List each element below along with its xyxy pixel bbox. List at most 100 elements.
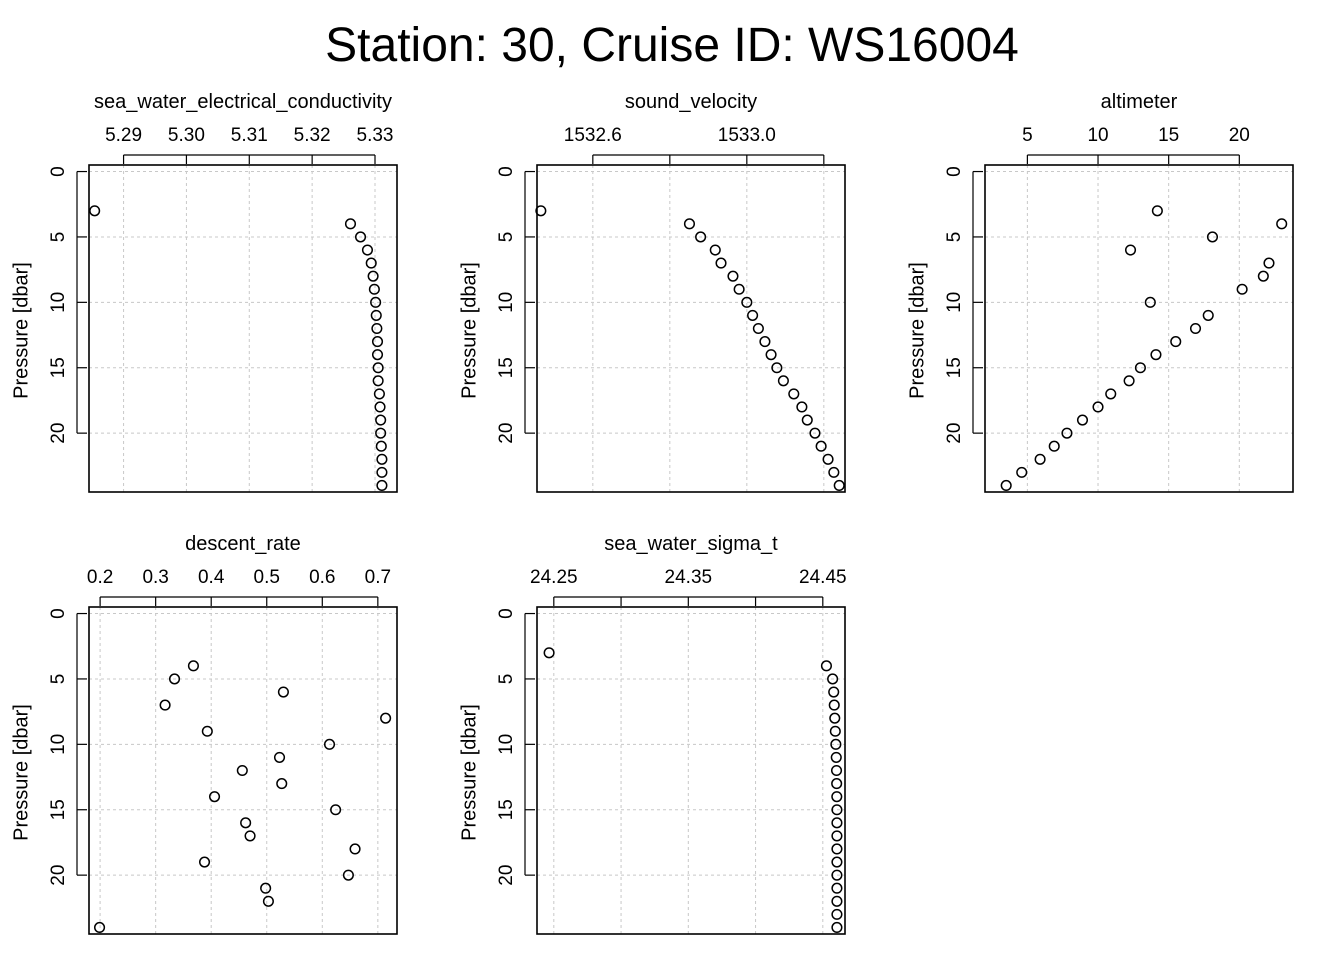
data-point xyxy=(370,296,382,308)
data-point xyxy=(240,817,252,829)
data-point xyxy=(830,738,842,750)
data-point xyxy=(695,231,707,243)
panel-5: 24.25 24.35 24.45 0 5 10 15 20 sea_water_sigma_t… xyxy=(458,533,847,935)
data-point xyxy=(1263,257,1275,269)
data-point xyxy=(361,244,374,256)
x-tick-label: 0.6 xyxy=(309,567,335,588)
y-tick-label: 0 xyxy=(48,608,69,619)
data-point xyxy=(354,231,367,243)
data-point xyxy=(260,882,272,894)
data-point xyxy=(1092,401,1104,413)
y-tick-label: 5 xyxy=(48,232,69,243)
x-tick-label: 0.3 xyxy=(142,567,168,588)
data-point xyxy=(831,856,843,868)
data-point xyxy=(368,283,380,295)
data-point xyxy=(831,869,843,881)
data-point xyxy=(796,401,808,413)
data-point xyxy=(683,218,696,230)
panel-1: 5.29 5.30 5.31 5.32 5.33 0 5 10 15 20 sea_water_el… xyxy=(10,91,398,493)
data-point xyxy=(262,895,274,907)
y-axis-label: Pressure [dbar] xyxy=(458,262,480,399)
y-tick-label: 0 xyxy=(496,608,517,619)
y-tick-label: 20 xyxy=(48,865,69,886)
x-tick-label: 5.32 xyxy=(294,125,331,146)
data-point xyxy=(365,257,377,269)
data-point xyxy=(831,778,843,790)
data-point xyxy=(371,322,383,335)
data-point xyxy=(831,921,843,934)
data-point xyxy=(1105,388,1117,400)
plot-frame xyxy=(984,164,1294,493)
data-point xyxy=(349,843,361,855)
data-point xyxy=(829,712,841,724)
data-point xyxy=(1123,375,1135,387)
data-point xyxy=(828,466,840,478)
plot-frame xyxy=(536,606,846,935)
y-tick-label: 15 xyxy=(496,799,517,820)
y-tick-label: 15 xyxy=(48,357,69,378)
data-point xyxy=(831,817,843,829)
x-tick-label: 5.30 xyxy=(168,125,205,146)
x-tick-label: 20 xyxy=(1229,125,1250,146)
y-axis-label: Pressure [dbar] xyxy=(10,262,32,399)
data-point xyxy=(187,660,199,672)
data-point xyxy=(244,830,256,842)
panel-title: descent_rate xyxy=(185,533,301,555)
y-tick-label: 20 xyxy=(48,423,69,444)
data-point xyxy=(815,440,827,452)
x-tick-label: 1532.6 xyxy=(564,125,622,146)
panel-4: 0.2 0.3 0.4 0.5 0.6 0.7 0 5 10 15 20 descent_rate Pr… xyxy=(10,533,398,935)
data-point xyxy=(1206,231,1219,243)
data-point xyxy=(788,388,800,400)
data-point xyxy=(1170,336,1182,348)
data-point xyxy=(370,309,382,321)
data-point xyxy=(759,336,771,348)
data-point xyxy=(208,791,221,803)
plot-frame xyxy=(536,164,846,493)
x-tick-label: 24.35 xyxy=(665,567,713,588)
data-point xyxy=(372,362,384,374)
panel-title: sea_water_sigma_t xyxy=(604,533,778,555)
data-point xyxy=(831,843,843,855)
data-point xyxy=(828,699,840,711)
x-tick-label: 0.7 xyxy=(365,567,391,588)
data-point xyxy=(367,270,379,282)
data-point xyxy=(330,804,342,816)
x-tick-label: 5 xyxy=(1022,125,1033,146)
x-tick-label: 24.25 xyxy=(530,567,578,588)
data-point xyxy=(1000,479,1012,492)
data-point xyxy=(535,205,547,217)
data-point xyxy=(1150,349,1162,361)
x-tick-label: 15 xyxy=(1158,125,1179,146)
y-tick-label: 20 xyxy=(496,423,517,444)
data-point xyxy=(1016,466,1028,478)
data-point xyxy=(375,427,387,439)
y-tick-label: 5 xyxy=(496,674,517,685)
y-tick-label: 0 xyxy=(944,166,965,177)
data-point xyxy=(809,427,821,439)
data-point xyxy=(828,686,840,698)
page-title: Station: 30, Cruise ID: WS16004 xyxy=(325,19,1019,72)
data-point xyxy=(376,479,388,492)
data-point xyxy=(94,921,106,934)
x-tick-label: 0.4 xyxy=(198,567,225,588)
data-point xyxy=(1144,296,1156,308)
data-point xyxy=(373,388,385,400)
panel-2: 1532.6 1533.0 0 5 10 15 20 sound_velocity Pressu… xyxy=(458,91,846,493)
data-point xyxy=(727,270,739,282)
data-point xyxy=(375,440,387,452)
x-tick-label: 0.5 xyxy=(254,567,280,588)
data-point xyxy=(376,466,388,478)
data-point xyxy=(1134,362,1146,374)
y-tick-label: 0 xyxy=(48,166,69,177)
data-point xyxy=(1189,322,1202,335)
data-point xyxy=(822,453,834,465)
data-point xyxy=(159,699,171,711)
data-point xyxy=(372,375,384,387)
x-tick-label: 0.2 xyxy=(87,567,113,588)
data-point xyxy=(371,349,384,361)
data-point xyxy=(831,804,843,816)
data-point xyxy=(801,414,813,426)
y-axis-label: Pressure [dbar] xyxy=(458,704,480,841)
